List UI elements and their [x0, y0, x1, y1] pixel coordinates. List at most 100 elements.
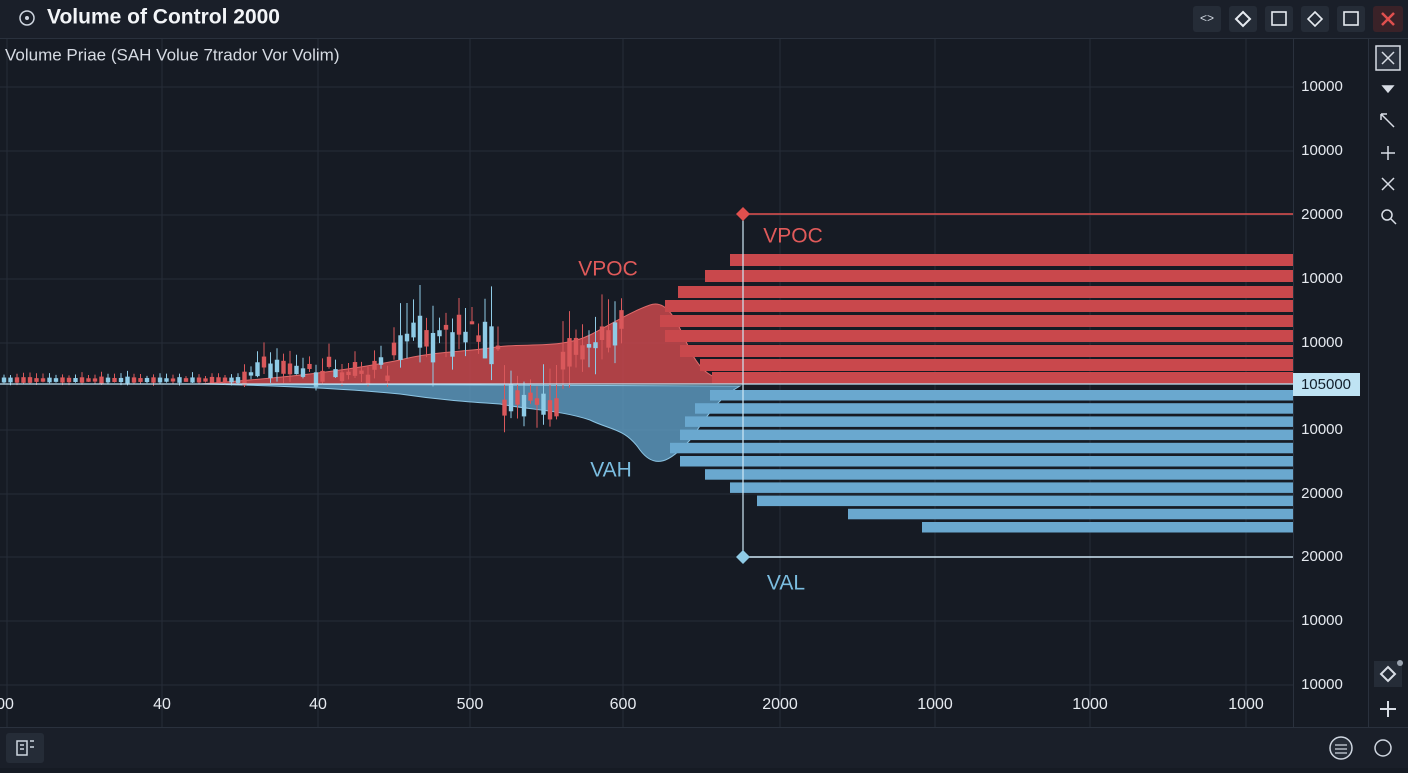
side-icon[interactable]: [1380, 113, 1395, 128]
candle-body: [177, 377, 182, 383]
candle-body: [359, 370, 364, 374]
side-icon[interactable]: [1381, 146, 1395, 160]
tool-icon: [1234, 10, 1252, 28]
candle-body: [547, 400, 553, 420]
candle-body: [456, 314, 462, 335]
tool-icon: [1271, 11, 1287, 26]
profile-bar: [710, 390, 1293, 401]
candle-body: [515, 390, 520, 405]
candle-body: [502, 399, 507, 416]
candle-body: [476, 335, 481, 342]
candle-body: [573, 337, 579, 355]
annotation: VPOC: [763, 225, 823, 248]
candle-body: [593, 342, 598, 349]
candle-body: [47, 377, 52, 383]
candle-body: [554, 398, 559, 417]
close-icon: [1381, 12, 1395, 26]
time-label: 600: [610, 696, 637, 713]
badge: [1397, 660, 1403, 666]
time-label: 40: [153, 696, 171, 713]
tool-button[interactable]: [1337, 6, 1365, 32]
bottom-button[interactable]: [1374, 739, 1392, 757]
side-icon: [1379, 665, 1397, 683]
candle-body: [567, 338, 572, 367]
candle-body: [398, 335, 403, 360]
bottom-button[interactable]: [1329, 736, 1353, 760]
candle-body: [60, 377, 65, 383]
candle-body: [599, 326, 605, 341]
profile-bar: [680, 456, 1293, 467]
candle-body: [586, 344, 592, 348]
candle-body: [157, 377, 163, 383]
annotation: VAL: [767, 572, 805, 595]
candle-body: [235, 377, 241, 383]
tool-button[interactable]: [1265, 6, 1293, 32]
candle-body: [92, 378, 98, 382]
candle-body: [469, 321, 475, 325]
candle-body: [216, 377, 221, 383]
app-icon-dot: [25, 16, 29, 20]
side-icon: [1381, 51, 1395, 65]
bottom-button[interactable]: [6, 733, 44, 763]
candle-body: [209, 376, 215, 384]
candle-body: [34, 378, 39, 382]
candle-body: [495, 345, 501, 350]
tool-icon: [1306, 10, 1324, 28]
candle-body: [560, 351, 566, 370]
bottom-icon: [1335, 744, 1347, 754]
candle-body: [242, 371, 247, 386]
side-icon[interactable]: [1381, 177, 1395, 191]
candle-body: [443, 324, 449, 330]
app-icon[interactable]: [19, 10, 35, 26]
candle-body: [437, 330, 442, 337]
profile-bar: [670, 442, 1293, 454]
profile-bar: [712, 372, 1293, 384]
candle-body: [229, 377, 234, 383]
candle-body: [8, 377, 13, 383]
tool-button[interactable]: [1301, 6, 1329, 32]
profile-bar: [700, 359, 1293, 371]
side-icon[interactable]: [1381, 209, 1393, 221]
chart-area: [0, 39, 1294, 727]
profile-bar: [757, 495, 1293, 507]
candle-body: [404, 333, 410, 342]
candle-body: [281, 360, 286, 374]
candle-body: [534, 398, 540, 405]
price-label: 10000: [1301, 142, 1343, 159]
candle-body: [196, 377, 202, 383]
tool-button[interactable]: [1193, 6, 1221, 32]
profile-bar: [705, 469, 1293, 480]
tool-button[interactable]: [1229, 6, 1257, 32]
candle-body: [203, 378, 208, 382]
candle-body: [528, 392, 533, 401]
price-label: 10000: [1301, 334, 1343, 351]
candle-body: [294, 365, 299, 375]
vpoc-handle: [736, 207, 750, 221]
profile-bar: [665, 330, 1293, 342]
side-tool[interactable]: [1374, 661, 1402, 687]
candle-body: [326, 356, 332, 367]
candle-body: [385, 375, 390, 382]
price-label: 10000: [1301, 421, 1343, 438]
side-icon[interactable]: [1381, 85, 1395, 94]
profile-bar: [660, 315, 1293, 327]
profile-bar: [848, 508, 1293, 520]
candle-body: [73, 378, 78, 382]
profile-bar: [685, 416, 1293, 427]
candle-body: [14, 377, 20, 383]
candle-body: [430, 332, 436, 363]
candle-body: [183, 378, 189, 382]
candle-body: [255, 362, 260, 377]
candle-body: [99, 376, 104, 384]
candle-body: [118, 377, 124, 383]
side-icon[interactable]: [1380, 701, 1396, 717]
price-label: 20000: [1301, 548, 1343, 565]
side-tools: [1374, 45, 1403, 717]
side-icon: [1390, 218, 1397, 225]
time-label: 40: [309, 696, 327, 713]
bottom-icon: [16, 740, 34, 756]
bottom-bar: [0, 727, 1408, 768]
candle-body: [144, 377, 150, 383]
candle-body: [352, 362, 358, 376]
